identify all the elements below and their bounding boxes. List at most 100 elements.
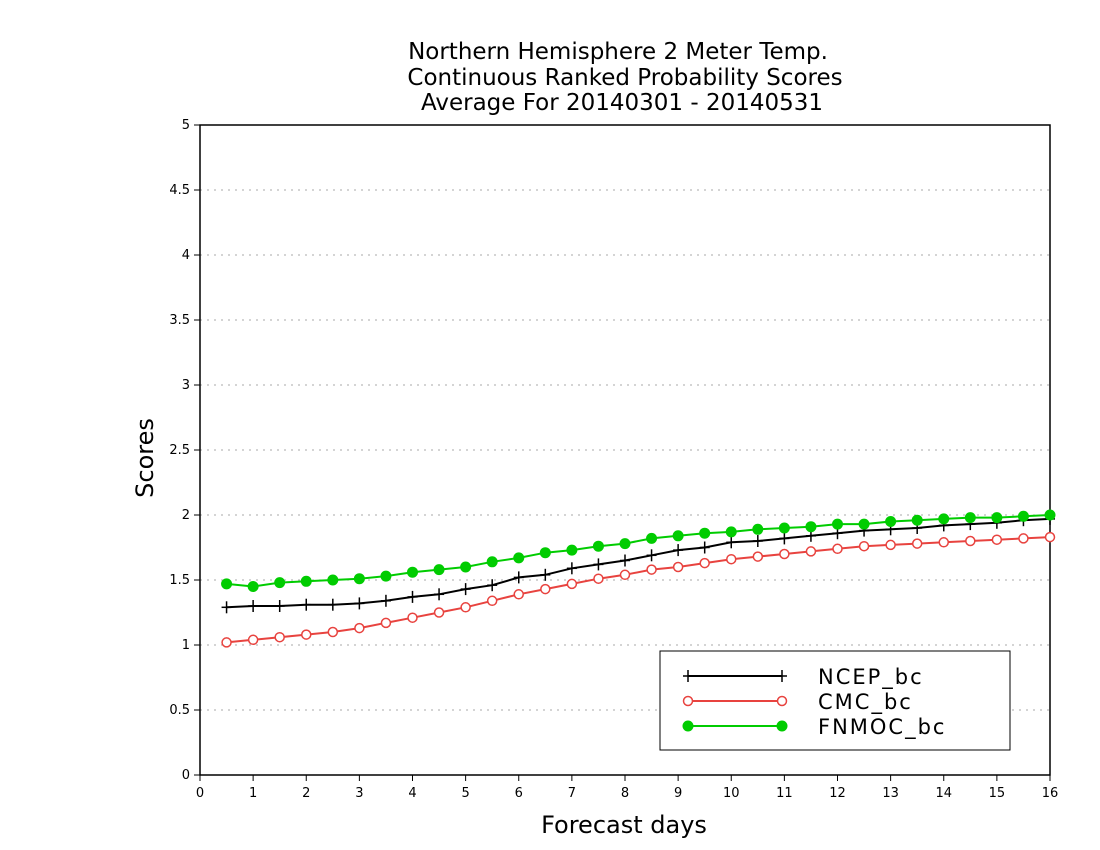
x-tick-label: 9 — [674, 786, 682, 801]
data-point-cmc-bc — [433, 607, 445, 618]
data-point-fnmoc-bc — [646, 532, 658, 544]
data-point-fnmoc-bc — [513, 552, 525, 564]
y-tick-label: 3 — [182, 378, 190, 393]
data-point-cmc-bc — [354, 622, 365, 634]
data-point-fnmoc-bc — [778, 522, 790, 534]
y-tick-label: 4.5 — [169, 183, 190, 198]
y-tick-label: 0.5 — [169, 703, 190, 718]
y-axis-label: Scores — [131, 418, 159, 498]
data-series — [221, 509, 1056, 648]
legend-item-ncep-bc: NCEP_bc — [683, 665, 924, 690]
data-point-fnmoc-bc — [460, 561, 472, 573]
y-tick-label: 3.5 — [169, 313, 190, 328]
data-point-fnmoc-bc — [566, 544, 578, 556]
data-point-cmc-bc — [486, 595, 498, 607]
x-tick-label: 14 — [935, 786, 952, 801]
data-point-cmc-bc — [301, 629, 312, 640]
data-point-ncep-bc — [673, 544, 684, 557]
data-point-fnmoc-bc — [327, 574, 339, 586]
data-point-cmc-bc — [460, 602, 471, 613]
data-point-ncep-bc — [566, 562, 577, 575]
data-point-cmc-bc — [646, 564, 657, 575]
data-point-fnmoc-bc — [672, 530, 684, 542]
x-tick-label: 12 — [829, 786, 846, 801]
data-point-cmc-bc — [858, 540, 870, 552]
x-tick-label: 11 — [776, 786, 793, 801]
data-point-fnmoc-bc — [619, 538, 631, 550]
legend-marker — [683, 670, 693, 682]
data-point-fnmoc-bc — [964, 512, 976, 524]
data-point-ncep-bc — [752, 535, 763, 547]
data-point-ncep-bc — [274, 600, 285, 612]
data-point-cmc-bc — [885, 539, 896, 551]
y-tick-label: 2 — [182, 508, 190, 523]
data-point-ncep-bc — [699, 541, 710, 554]
chart-title-line-1: Northern Hemisphere 2 Meter Temp. — [408, 39, 828, 65]
data-point-cmc-bc — [540, 583, 551, 595]
data-point-ncep-bc — [460, 583, 471, 596]
data-point-cmc-bc — [619, 569, 631, 581]
data-point-fnmoc-bc — [725, 526, 737, 538]
data-point-cmc-bc — [699, 557, 710, 569]
data-point-ncep-bc — [779, 532, 790, 545]
data-point-cmc-bc — [593, 573, 604, 584]
data-point-cmc-bc — [779, 548, 790, 560]
data-point-fnmoc-bc — [221, 578, 233, 590]
y-tick-label: 4 — [182, 248, 190, 263]
data-point-fnmoc-bc — [885, 516, 897, 527]
data-point-cmc-bc — [805, 546, 817, 557]
data-point-fnmoc-bc — [380, 570, 392, 582]
data-point-ncep-bc — [540, 568, 551, 581]
data-point-ncep-bc — [380, 594, 391, 607]
data-point-cmc-bc — [1044, 531, 1056, 543]
x-tick-label: 3 — [355, 786, 363, 801]
data-point-cmc-bc — [832, 543, 843, 555]
data-point-ncep-bc — [593, 558, 604, 571]
gridlines — [200, 189, 1050, 711]
x-tick-label: 1 — [249, 786, 257, 801]
x-tick-label: 5 — [461, 786, 469, 801]
axes: 00.511.522.533.544.550 1 2 3 4 5 6 7 8 9 10 11 12 13 1… — [169, 118, 1058, 801]
data-point-fnmoc-bc — [832, 518, 843, 530]
data-point-ncep-bc — [221, 601, 232, 614]
data-point-cmc-bc — [1018, 533, 1029, 544]
data-point-cmc-bc — [407, 612, 418, 623]
data-point-cmc-bc — [965, 535, 976, 547]
series-line-cmc-bc — [226, 536, 1051, 644]
data-point-ncep-bc — [513, 571, 524, 584]
y-tick-label: 1.5 — [169, 573, 190, 588]
data-point-fnmoc-bc — [274, 577, 286, 589]
chart-title-line-2: Continuous Ranked Probability Scores — [407, 65, 842, 91]
data-point-fnmoc-bc — [300, 575, 312, 587]
y-tick-label: 1 — [182, 638, 190, 653]
data-point-fnmoc-bc — [1044, 509, 1056, 521]
data-point-cmc-bc — [566, 578, 578, 590]
legend-marker — [682, 720, 694, 732]
data-point-cmc-bc — [274, 631, 285, 643]
series-fnmoc-bc — [221, 509, 1056, 592]
data-point-ncep-bc — [248, 600, 259, 612]
data-point-fnmoc-bc — [407, 566, 418, 578]
legend-marker — [776, 720, 788, 732]
legend-label: NCEP_bc — [818, 665, 924, 690]
legend-marker — [682, 695, 694, 707]
legend-label: FNMOC_bc — [818, 715, 946, 740]
y-tick-label: 0 — [182, 768, 190, 783]
data-point-fnmoc-bc — [752, 523, 764, 535]
data-point-fnmoc-bc — [991, 512, 1003, 524]
legend-item-cmc-bc: CMC_bc — [682, 690, 913, 715]
chart-title-line-3: Average For 20140301 - 20140531 — [421, 90, 823, 116]
data-point-cmc-bc — [938, 537, 949, 548]
x-tick-label: 15 — [989, 786, 1006, 801]
data-point-ncep-bc — [487, 579, 498, 592]
data-point-cmc-bc — [327, 626, 339, 638]
data-point-ncep-bc — [301, 598, 312, 611]
legend-label: CMC_bc — [818, 690, 913, 715]
data-point-fnmoc-bc — [486, 556, 498, 568]
data-point-fnmoc-bc — [247, 581, 259, 592]
data-point-cmc-bc — [380, 617, 392, 629]
series-cmc-bc — [221, 531, 1056, 648]
data-point-fnmoc-bc — [938, 513, 950, 525]
data-point-cmc-bc — [726, 553, 737, 565]
x-tick-label: 4 — [408, 786, 416, 801]
